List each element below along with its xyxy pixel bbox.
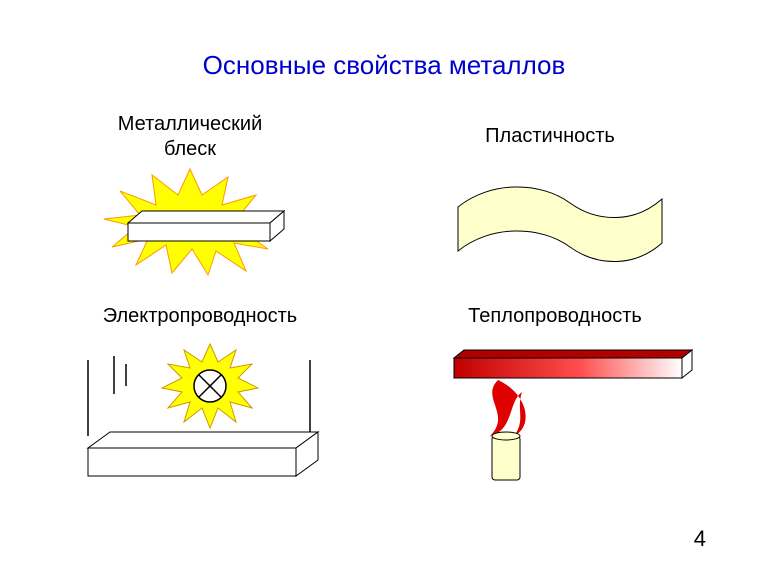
candle-icon [492,432,520,480]
figure-thermal-conductivity [430,336,710,496]
caption-text: Электропроводность [103,305,297,327]
caption-electrical-conductivity: Электропроводность [70,304,330,329]
figure-electrical-conductivity [70,336,325,486]
metal-bar-icon [88,432,318,476]
figure-plasticity [440,175,675,275]
figure-metallic-luster [70,165,310,275]
caption-metallic-luster: Металлическийблеск [90,112,290,162]
lamp-sun-icon [162,344,258,428]
flame-icon [490,380,526,436]
caption-text: Теплопроводность [468,305,642,327]
metal-bar-icon [128,211,284,241]
wavy-sheet-icon [458,187,662,262]
caption-text: Пластичность [485,125,615,147]
page-number: 4 [694,526,706,552]
caption-thermal-conductivity: Теплопроводность [440,304,670,329]
caption-text: Металлическийблеск [118,113,263,160]
heated-bar-icon [454,350,692,378]
caption-plasticity: Пластичность [450,124,650,149]
slide: Основные свойства металлов Металлический… [0,0,768,576]
slide-title: Основные свойства металлов [0,50,768,81]
